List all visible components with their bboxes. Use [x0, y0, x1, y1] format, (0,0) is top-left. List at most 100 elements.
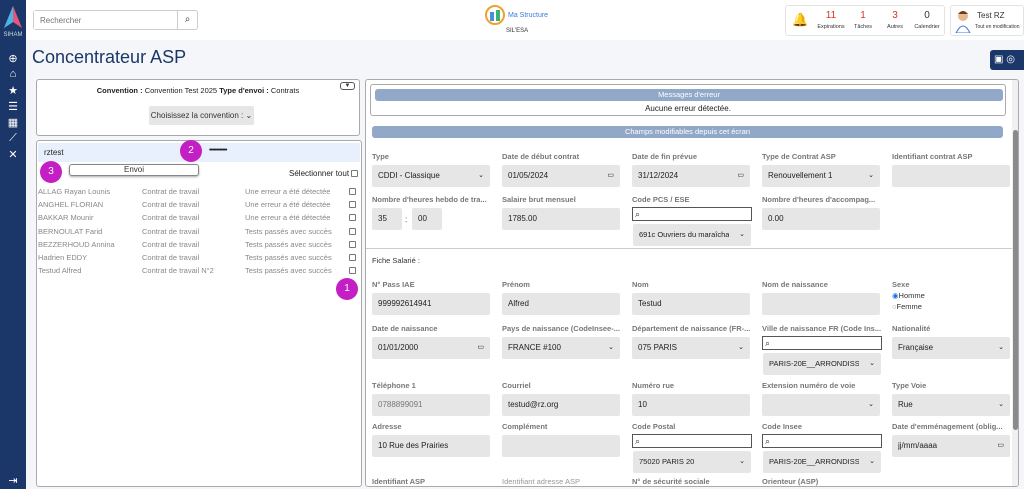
contract-status: Tests passés avec succès: [245, 239, 332, 249]
brand-subtitle: SIL'ESA: [506, 28, 529, 34]
search-box: ⌕: [33, 10, 198, 30]
minutes-input[interactable]: 00: [412, 208, 442, 230]
select-input[interactable]: 75020 PARIS 20 ⌄: [633, 451, 751, 473]
field-label: Téléphone 1: [372, 381, 416, 390]
select-input[interactable]: 691c Ouvriers du maraîchage ⌄: [633, 224, 751, 246]
contract-type: Contrat de travail: [142, 187, 200, 196]
text-input[interactable]: 10 Rue des Prairies: [372, 435, 490, 457]
field-label: Nombre d'heures hebdo de tra...: [372, 195, 487, 204]
contract-name[interactable]: BEZZERHOUD Annina: [38, 239, 115, 249]
select-input[interactable]: PARIS-20E__ARRONDISSEMEI⌄: [763, 353, 881, 375]
search-filter-input[interactable]: ⌕: [762, 434, 882, 448]
text-input[interactable]: 1785.00: [502, 208, 620, 230]
select-input[interactable]: CDDI - Classique ⌄: [372, 165, 490, 187]
notif-3[interactable]: 0 Calendrier: [914, 10, 940, 30]
convention-panel: Convention : Convention Test 2025 Type d…: [36, 79, 360, 136]
text-input[interactable]: [762, 293, 880, 315]
error-box: Messages d'erreur Aucune erreur détectée…: [370, 84, 1006, 116]
notif-1[interactable]: 1 Tâches: [853, 10, 873, 30]
radio-homme[interactable]: ◉Homme: [892, 291, 925, 300]
date-input[interactable]: 31/12/2024 ▭: [632, 165, 750, 187]
radio-femme[interactable]: ○Femme: [892, 302, 922, 311]
contract-name[interactable]: BERNOULAT Farid: [38, 226, 103, 236]
sliders-icon[interactable]: ☰: [8, 101, 18, 113]
search-filter-input[interactable]: ⌕: [632, 207, 752, 221]
scrollbar[interactable]: [1012, 80, 1018, 486]
select-all-checkbox[interactable]: [351, 170, 358, 177]
text-input[interactable]: [502, 435, 620, 457]
notif-0[interactable]: 11 Expirations: [817, 10, 845, 30]
text-input[interactable]: 10: [632, 394, 750, 416]
tools-icon[interactable]: ✕: [8, 149, 18, 161]
select-input[interactable]: PARIS-20E__ARRONDISSEMEI⌄: [763, 451, 881, 473]
login-field[interactable]: rztest: [44, 148, 64, 157]
contract-type: Contrat de travail: [142, 226, 200, 236]
logout-icon[interactable]: ⇥: [8, 475, 18, 487]
contract-name[interactable]: Testud Alfred: [38, 266, 82, 276]
field-label: Courriel: [502, 381, 531, 390]
calendar-icon: ▭: [477, 344, 484, 351]
field-label: Type: [372, 152, 389, 161]
date-input[interactable]: jj/mm/aaaa ▭: [892, 435, 1010, 457]
select-input[interactable]: 075 PARIS ⌄: [632, 337, 750, 359]
siham-logo[interactable]: [3, 5, 23, 31]
step-badge: 1: [336, 278, 358, 300]
user-menu[interactable]: Test RZ Tout en modification: [950, 5, 1024, 36]
plus-circle-icon[interactable]: ⊕: [8, 53, 18, 65]
contract-name[interactable]: ANGHEL FLORIAN: [38, 200, 104, 210]
collapse-toggle[interactable]: ▼: [340, 82, 355, 90]
search-icon[interactable]: ⌕: [177, 11, 197, 29]
chart-line-icon[interactable]: ⟋: [9, 132, 17, 144]
contract-checkbox[interactable]: [349, 201, 356, 209]
select-input[interactable]: FRANCE #100 ⌄: [502, 337, 620, 359]
text-input[interactable]: 0.00: [762, 208, 880, 230]
contract-checkbox[interactable]: [349, 254, 356, 261]
select-input[interactable]: ⌄: [762, 394, 880, 416]
date-input[interactable]: 01/01/2000 ▭: [372, 337, 490, 359]
contract-status: Tests passés avec succès: [245, 226, 332, 236]
send-button[interactable]: Envoi: [69, 164, 199, 176]
hours-input[interactable]: 35: [372, 208, 402, 230]
text-input[interactable]: 999992614941: [372, 293, 490, 315]
field-label: Pays de naissance (CodeInsee-...: [502, 324, 620, 333]
text-input[interactable]: testud@rz.org: [502, 394, 620, 416]
save-view-button[interactable]: ▣ ◎: [990, 50, 1024, 70]
contract-checkbox[interactable]: [349, 214, 356, 222]
field-label: Code PCS / ESE: [632, 195, 690, 204]
select-all-label: Sélectionner tout: [289, 169, 350, 178]
select-input[interactable]: Renouvellement 1 ⌄: [762, 165, 880, 187]
password-field[interactable]: ••••••••••••: [209, 147, 227, 154]
contract-name[interactable]: Hadrien EDDY: [38, 253, 88, 262]
text-input[interactable]: Testud: [632, 293, 750, 315]
bell-icon[interactable]: 🔔: [792, 12, 809, 27]
text-input[interactable]: 0788899091: [372, 394, 490, 416]
contract-checkbox[interactable]: [349, 240, 356, 248]
search-filter-input[interactable]: ⌕: [762, 336, 882, 350]
contract-name[interactable]: ALLAG Rayan Lounis: [38, 187, 111, 196]
date-input[interactable]: 01/05/2024 ▭: [502, 165, 620, 187]
text-input[interactable]: [892, 165, 1010, 187]
star-icon[interactable]: ★: [8, 85, 18, 97]
chevron-down-icon: ⌄: [868, 401, 874, 408]
notification-bar: 🔔 11 Expirations 1 Tâches 3 Autres 0 Calendrier: [785, 5, 945, 36]
notif-2[interactable]: 3 Autres: [887, 10, 903, 30]
type-envoi-value: Contrats: [270, 86, 300, 95]
search-input[interactable]: [34, 11, 179, 29]
select-input[interactable]: Rue ⌄: [892, 394, 1010, 416]
field-label: Identifiant contrat ASP: [892, 152, 973, 161]
contract-type: Contrat de travail N°2: [142, 266, 214, 276]
brand-logo[interactable]: Ma Structure: [484, 4, 548, 26]
boxes-icon[interactable]: ▦: [7, 117, 19, 129]
home-icon[interactable]: ⌂: [9, 68, 17, 80]
chevron-down-icon: ⌄: [869, 360, 875, 367]
error-title: Messages d'erreur: [375, 89, 1003, 101]
contract-checkbox[interactable]: [349, 188, 356, 195]
contract-status: Tests passés avec succès: [245, 266, 332, 276]
contract-name[interactable]: BAKKAR Mounir: [38, 213, 94, 223]
convention-select[interactable]: Choisissez la convention : ⌄: [149, 106, 254, 125]
contract-checkbox[interactable]: [349, 227, 356, 235]
contract-checkbox[interactable]: [349, 267, 356, 275]
text-input[interactable]: Alfred: [502, 293, 620, 315]
search-filter-input[interactable]: ⌕: [632, 434, 752, 448]
select-input[interactable]: Française ⌄: [892, 337, 1010, 359]
